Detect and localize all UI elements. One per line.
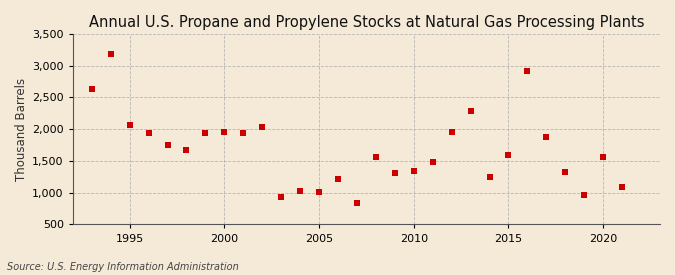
Point (333, 177, 344, 182)
Point (238, 131, 248, 135)
Y-axis label: Thousand Barrels: Thousand Barrels (15, 78, 28, 181)
Point (314, 190, 325, 194)
Point (522, 68, 533, 73)
Point (86, 86, 97, 91)
Point (560, 170, 570, 175)
Point (143, 131, 154, 135)
Point (389, 171, 400, 175)
Text: Source: U.S. Energy Information Administration: Source: U.S. Energy Information Administ… (7, 262, 238, 272)
Point (219, 130, 230, 134)
Point (256, 125, 267, 130)
Point (352, 201, 362, 205)
Point (181, 147, 192, 152)
Point (617, 185, 628, 189)
Point (162, 143, 173, 147)
Point (446, 130, 457, 134)
Point (200, 131, 211, 135)
Point (124, 123, 135, 128)
Point (427, 160, 438, 164)
Point (598, 155, 609, 159)
Point (408, 169, 419, 173)
Point (276, 194, 287, 199)
Title: Annual U.S. Propane and Propylene Stocks at Natural Gas Processing Plants: Annual U.S. Propane and Propylene Stocks… (88, 15, 644, 30)
Point (484, 175, 495, 179)
Point (541, 135, 551, 139)
Point (503, 152, 514, 157)
Point (579, 193, 590, 197)
Point (295, 189, 306, 193)
Point (465, 109, 476, 113)
Point (371, 155, 381, 159)
Point (105, 52, 116, 56)
